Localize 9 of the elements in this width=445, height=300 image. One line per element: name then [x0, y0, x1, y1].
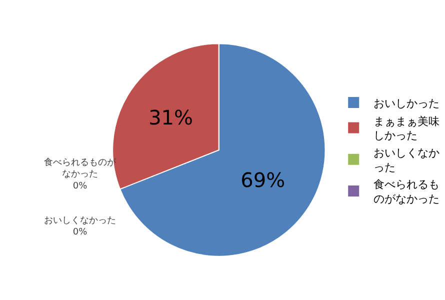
legend-label: まぁまぁ美味しかった [374, 114, 440, 142]
legend-label: 食べられるものがなかった [374, 178, 440, 206]
text: 0% [72, 181, 88, 192]
data-label: 69% [240, 168, 286, 192]
data-label: 31% [148, 105, 194, 130]
legend-label: おいしくなかった [374, 146, 440, 174]
text: 0% [72, 228, 88, 238]
legend-label: おいしかった [374, 96, 440, 110]
category-label: おいしくなかった [44, 216, 116, 226]
